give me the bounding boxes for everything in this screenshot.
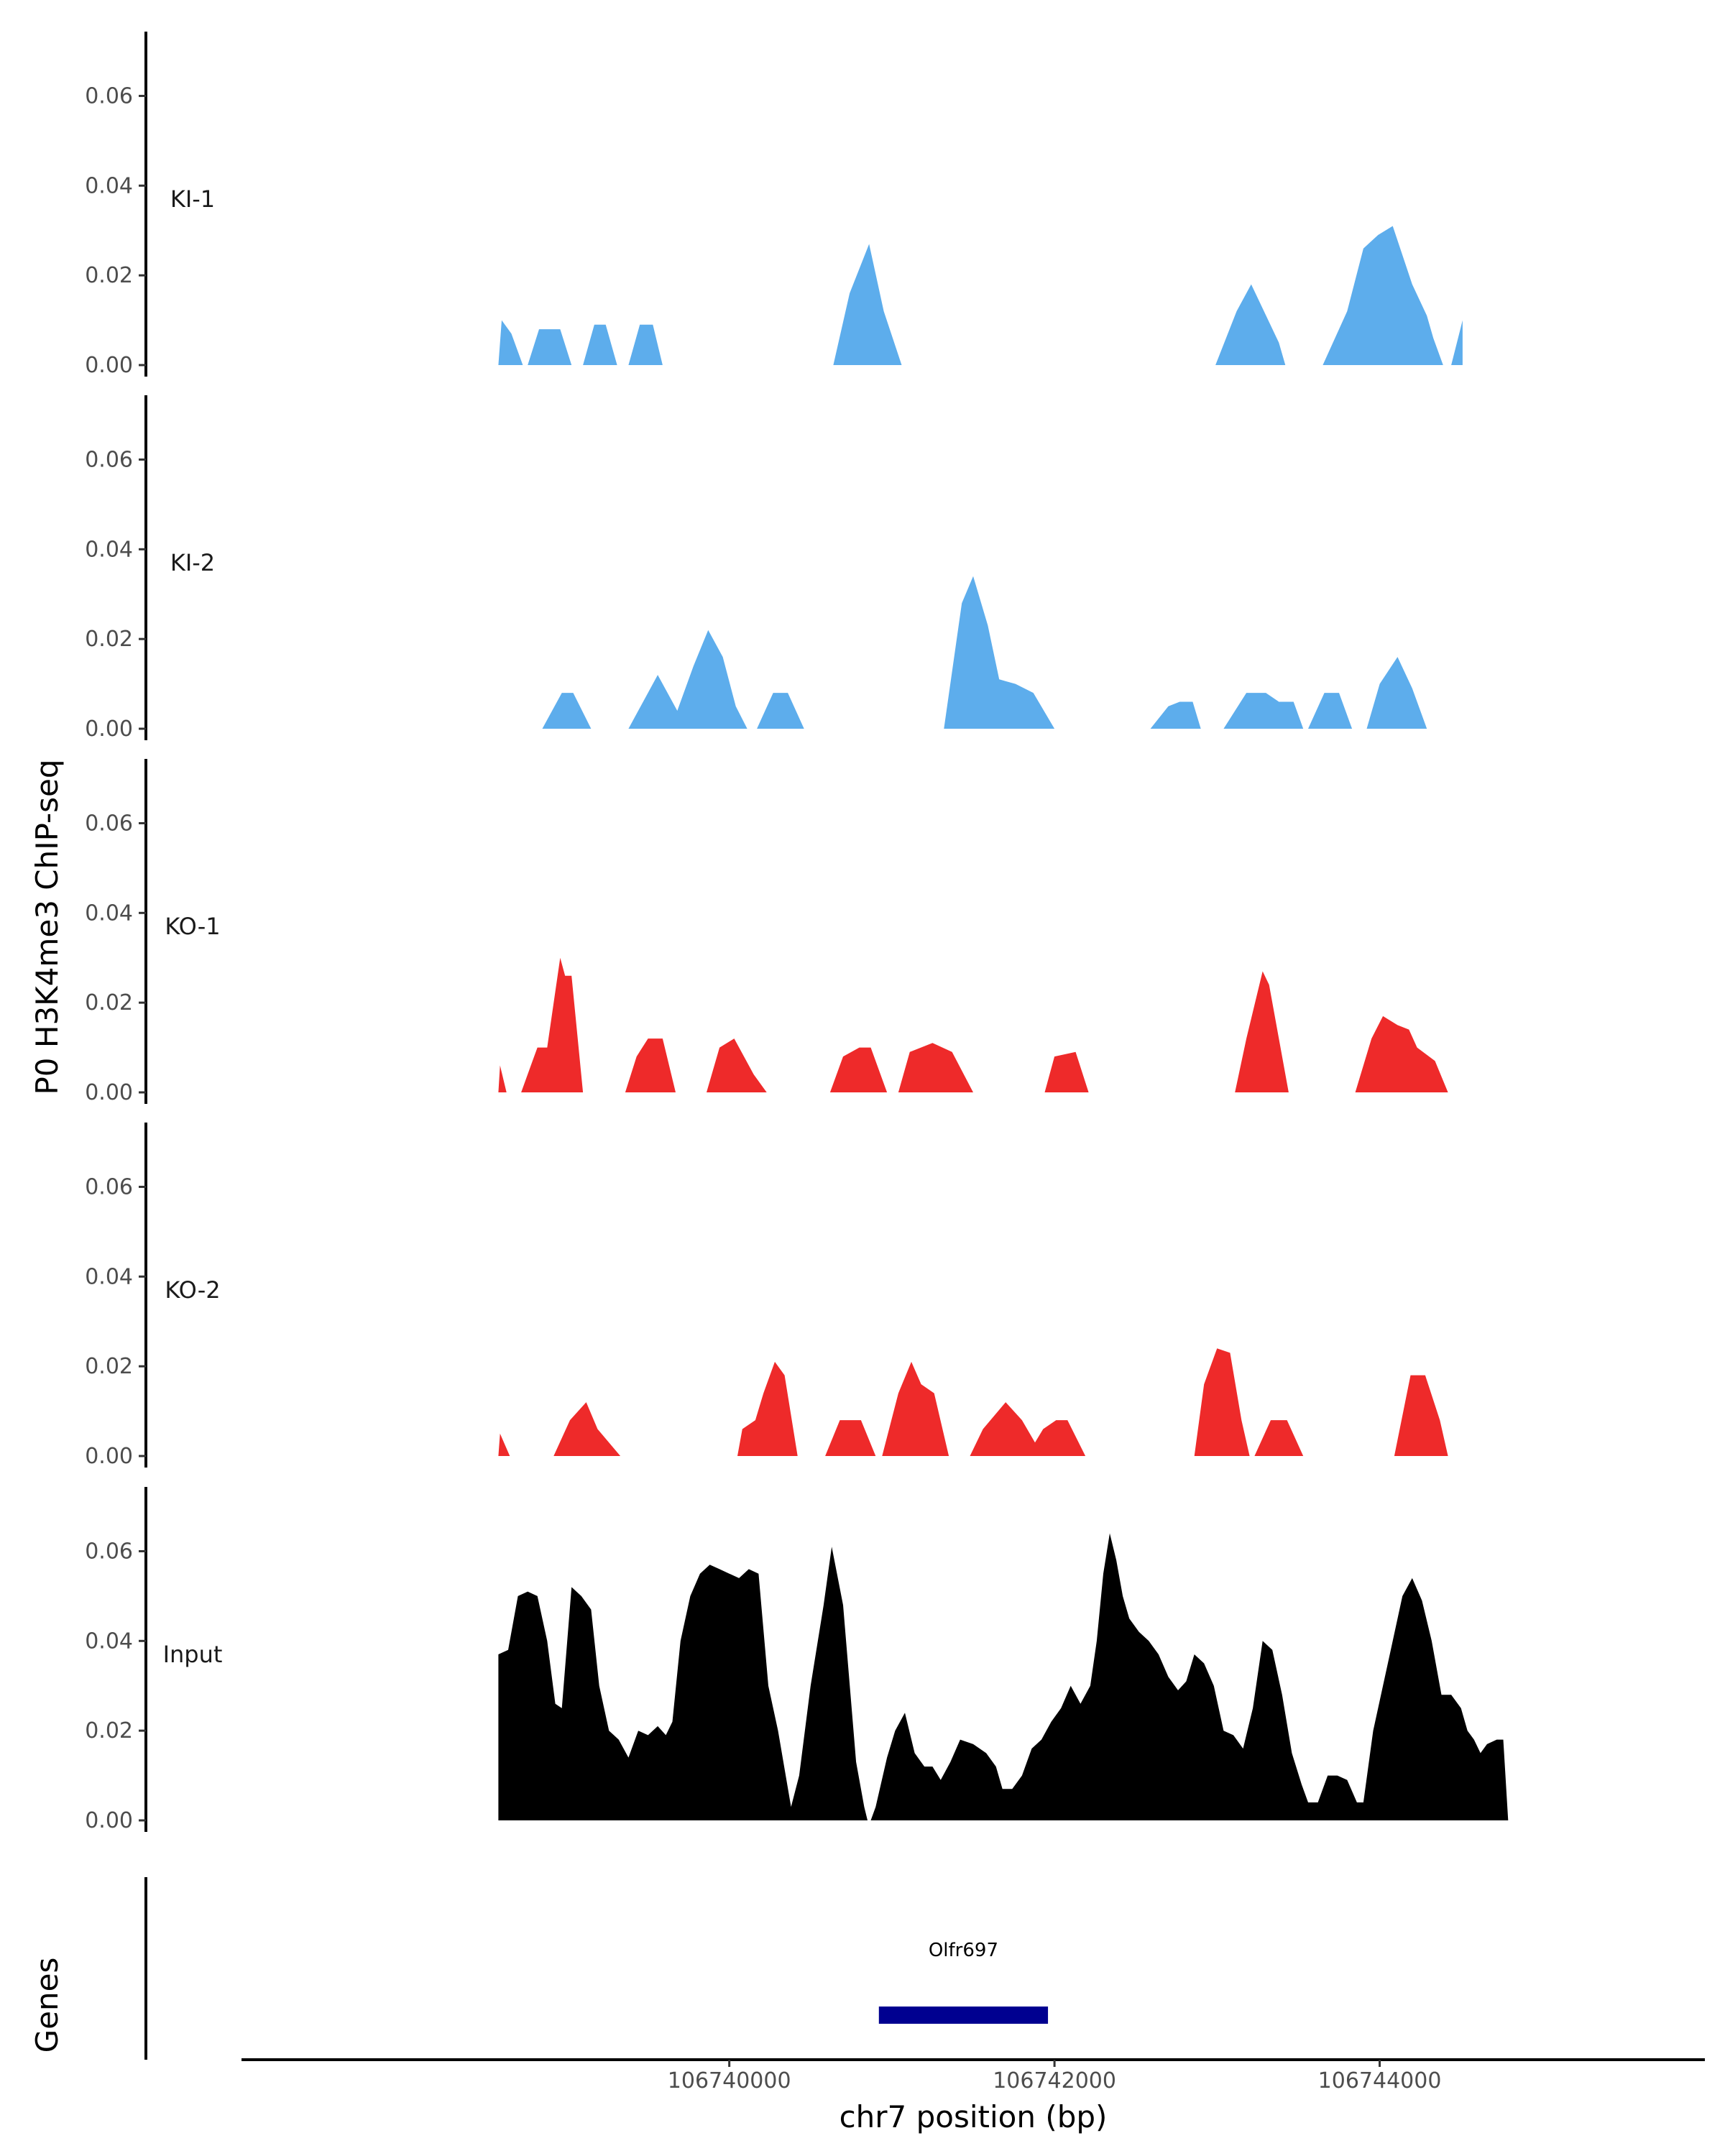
- genes-panel: Genes Olfr697: [29, 1877, 1049, 2060]
- signal-area-ko-1: [498, 957, 1448, 1092]
- y-tick-label: 0.00: [85, 353, 133, 378]
- y-tick-label: 0.00: [85, 717, 133, 742]
- genes-axis-title: Genes: [29, 1958, 65, 2053]
- signal-area-ki-2: [542, 576, 1427, 729]
- y-tick-label: 0.02: [85, 627, 133, 652]
- track-label: Input: [163, 1641, 223, 1668]
- y-tick-label: 0.04: [85, 1264, 133, 1289]
- signal-area-ki-1: [498, 226, 1463, 365]
- tracks-group: 0.00 0.02 0.04 0.06 KI-1 0.00 0.02 0.04 0.06 KI-2…: [85, 32, 1509, 1833]
- track-ki-1: 0.00 0.02 0.04 0.06 KI-1: [85, 32, 1463, 378]
- y-tick-label: 0.04: [85, 537, 133, 562]
- y-tick-label: 0.06: [85, 447, 133, 472]
- y-tick-label: 0.02: [85, 1354, 133, 1379]
- track-label: KI-2: [170, 549, 215, 576]
- y-tick-label: 0.06: [85, 811, 133, 836]
- track-label: KO-1: [165, 913, 220, 940]
- track-ki-2: 0.00 0.02 0.04 0.06 KI-2: [85, 395, 1427, 742]
- x-axis-title: chr7 position (bp): [840, 2099, 1108, 2134]
- y-tick-label: 0.04: [85, 1628, 133, 1654]
- gene-label: Olfr697: [929, 1940, 998, 1961]
- gene-bar: [878, 2007, 1049, 2024]
- y-tick-label: 0.02: [85, 1718, 133, 1743]
- x-axis: 106740000 106742000 106744000: [242, 2058, 1705, 2093]
- track-ko-2: 0.00 0.02 0.04 0.06 KO-2: [85, 1123, 1448, 1469]
- track-ko-1: 0.00 0.02 0.04 0.06 KO-1: [85, 759, 1448, 1105]
- y-tick-label: 0.00: [85, 1808, 133, 1833]
- track-label: KO-2: [165, 1276, 220, 1304]
- track-input: 0.00 0.02 0.04 0.06 Input: [85, 1487, 1509, 1833]
- y-tick-label: 0.06: [85, 1539, 133, 1564]
- y-tick-label: 0.02: [85, 263, 133, 288]
- y-tick-label: 0.06: [85, 1174, 133, 1199]
- x-tick-label: 106742000: [993, 2068, 1116, 2093]
- y-axis-title: P0 H3K4me3 ChIP-seq: [29, 759, 65, 1095]
- y-tick-label: 0.04: [85, 900, 133, 926]
- y-tick-label: 0.02: [85, 990, 133, 1015]
- track-label: KI-1: [170, 185, 215, 213]
- y-tick-label: 0.04: [85, 173, 133, 198]
- y-tick-label: 0.00: [85, 1080, 133, 1105]
- x-tick-label: 106744000: [1318, 2068, 1442, 2093]
- x-tick-label: 106740000: [668, 2068, 791, 2093]
- y-tick-label: 0.06: [85, 83, 133, 109]
- signal-area-input: [498, 1533, 1509, 1820]
- signal-area-ko-2: [498, 1348, 1448, 1456]
- y-tick-label: 0.00: [85, 1444, 133, 1469]
